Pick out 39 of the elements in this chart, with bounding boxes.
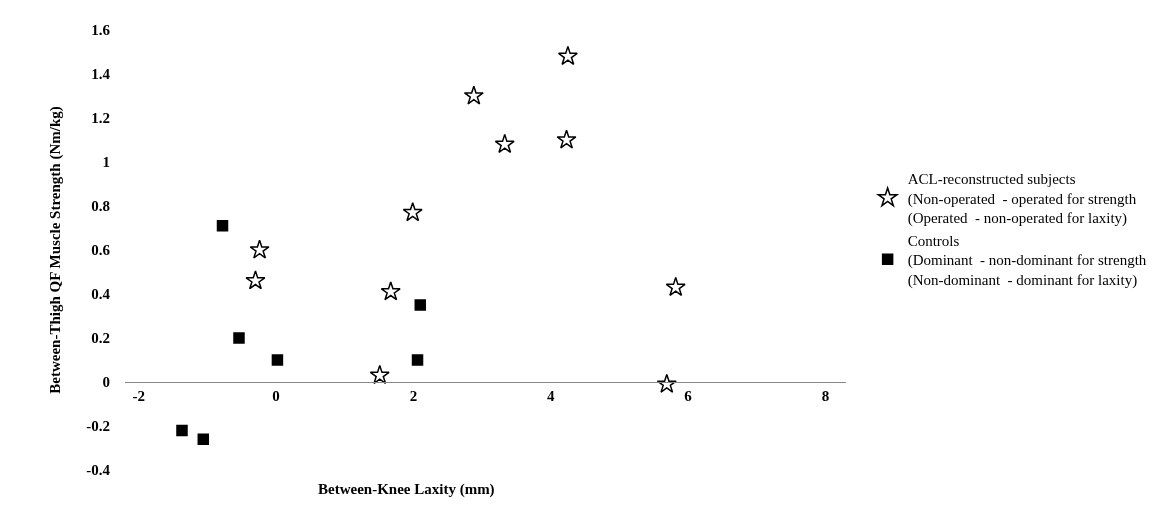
y-tick-label: 1.6 <box>91 22 111 39</box>
y-tick-label: 1.2 <box>91 110 110 127</box>
y-tick-label: -0.2 <box>86 418 110 435</box>
x-axis-title: Between-Knee Laxity (mm) <box>318 481 495 498</box>
y-tick-label: 0.4 <box>91 286 111 303</box>
point <box>233 332 245 344</box>
point <box>414 299 427 311</box>
y-tick-label: 0.6 <box>91 242 111 259</box>
legend-label: ACL-reconstructed subjects (Non-operated - operated for strength (Operated - non-operated for laxity) <box>907 171 1137 228</box>
x-tick-label: 0 <box>272 388 280 404</box>
x-tick-label: 8 <box>821 388 830 404</box>
point <box>557 45 578 66</box>
point <box>197 433 210 445</box>
point <box>665 276 686 297</box>
point <box>463 85 484 105</box>
point <box>411 354 424 366</box>
point <box>176 424 188 437</box>
point <box>369 364 390 385</box>
legend-label: Controls (Dominant - non-dominant for strength (Non-dominant - dominant for laxity) <box>907 232 1147 289</box>
point <box>216 220 229 232</box>
x-tick-label: 2 <box>409 388 418 404</box>
y-axis-title: Between-Thigh QF Muscle Strength (Nm/kg) <box>46 106 64 394</box>
point <box>271 354 284 366</box>
point <box>656 373 677 393</box>
point <box>245 270 266 290</box>
point <box>402 202 423 222</box>
y-tick-label: 1 <box>102 154 110 171</box>
y-tick-label: 1.4 <box>91 66 111 83</box>
y-tick-label: -0.4 <box>86 462 111 479</box>
x-tick-label: 4 <box>546 388 555 404</box>
y-tick-label: 0.2 <box>91 330 110 347</box>
x-tick-label: -2 <box>132 388 145 404</box>
x-tick-label: 6 <box>684 388 693 404</box>
y-tick-label: 0 <box>102 374 110 391</box>
point <box>249 239 270 259</box>
point <box>556 129 577 149</box>
point <box>494 133 515 154</box>
point <box>380 281 401 301</box>
y-tick-label: 0.8 <box>91 198 110 215</box>
